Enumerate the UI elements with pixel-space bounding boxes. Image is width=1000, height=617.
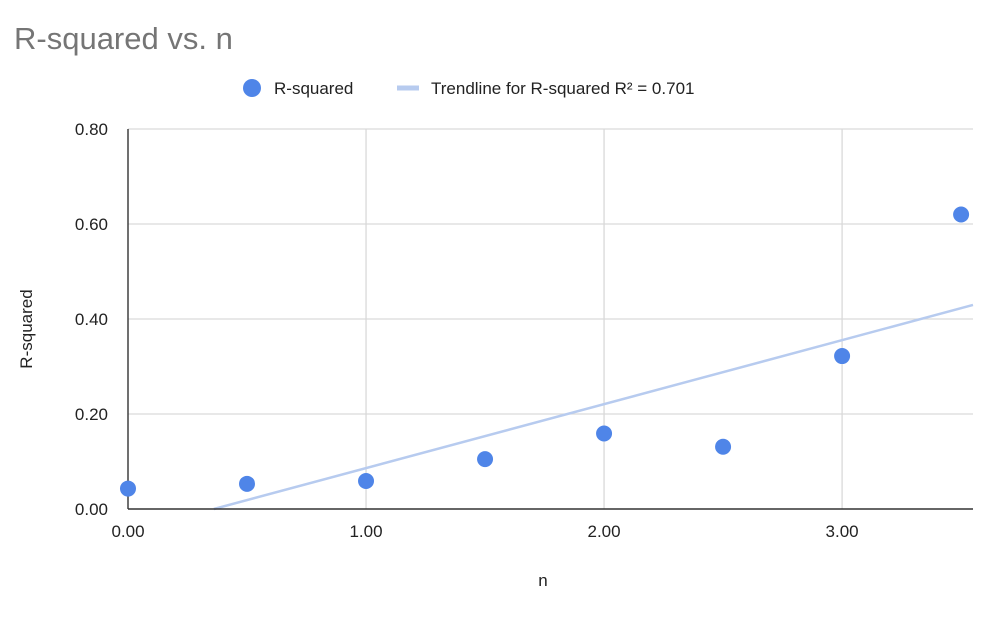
data-point	[239, 475, 256, 492]
y-tick-label: 0.00	[75, 500, 108, 519]
tick-labels: 0.00 0.20 0.40 0.60 0.80 0.00 1.00 2.00 3.00	[75, 120, 859, 541]
data-point	[477, 451, 494, 468]
legend-marker-r-squared	[243, 79, 261, 97]
x-tick-label: 1.00	[349, 522, 382, 541]
x-tick-label: 3.00	[826, 522, 859, 541]
x-tick-label: 2.00	[588, 522, 621, 541]
data-point	[834, 348, 851, 365]
axes	[127, 129, 973, 510]
trendline-layer	[213, 303, 974, 511]
y-tick-label: 0.20	[75, 405, 108, 424]
chart-title: R-squared vs. n	[14, 21, 233, 56]
data-point	[358, 472, 375, 489]
y-tick-label: 0.80	[75, 120, 108, 139]
legend: R-squared Trendline for R-squared R² = 0…	[243, 79, 694, 98]
legend-label-trendline: Trendline for R-squared R² = 0.701	[431, 79, 694, 98]
data-point	[953, 206, 970, 223]
trendline	[213, 303, 974, 511]
x-tick-label: 0.00	[111, 522, 144, 541]
x-axis-label: n	[538, 571, 547, 590]
data-points	[120, 206, 970, 497]
gridlines	[128, 128, 973, 509]
data-point	[596, 425, 613, 442]
y-axis-label: R-squared	[17, 289, 36, 368]
y-tick-label: 0.60	[75, 215, 108, 234]
data-point	[120, 480, 136, 497]
data-point	[715, 438, 732, 455]
y-tick-label: 0.40	[75, 310, 108, 329]
legend-label-r-squared: R-squared	[274, 79, 353, 98]
